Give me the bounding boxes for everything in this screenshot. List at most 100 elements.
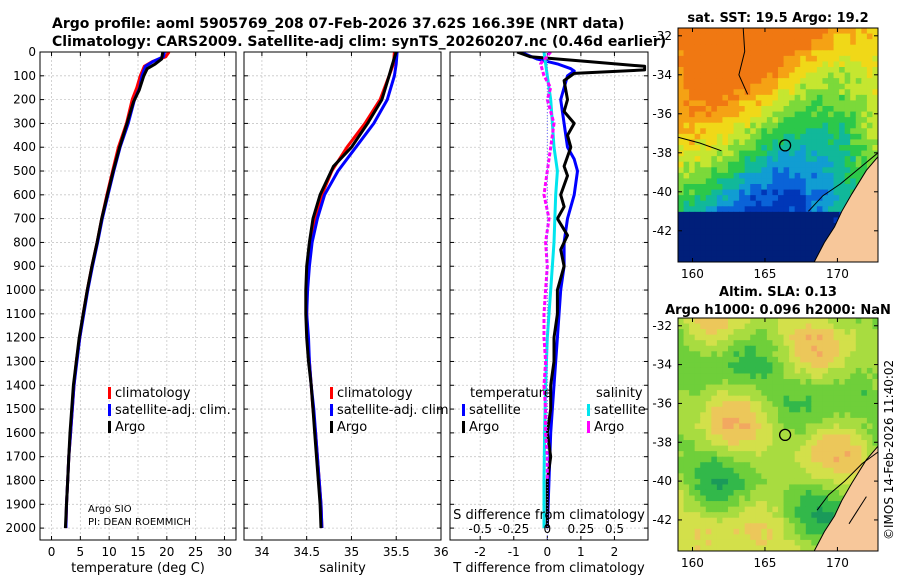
map-cell xyxy=(678,139,685,146)
map-cell xyxy=(761,228,768,235)
map-cell xyxy=(728,473,735,480)
map-cell xyxy=(811,150,818,157)
map-cell xyxy=(716,323,724,330)
map-cell xyxy=(678,89,685,96)
map-cell xyxy=(716,250,724,258)
map-cell xyxy=(811,189,818,196)
map-cell xyxy=(728,139,735,146)
map-cell xyxy=(722,390,729,397)
map-cell xyxy=(744,484,751,491)
map-cell xyxy=(772,506,779,513)
map-cell xyxy=(722,528,729,535)
map-cell xyxy=(750,523,757,530)
map-cell xyxy=(733,379,740,386)
map-cell xyxy=(778,473,785,480)
land-polygon xyxy=(813,155,878,262)
map-cell xyxy=(728,478,735,486)
map-cell xyxy=(800,373,807,380)
map-cell xyxy=(811,161,818,168)
map-cell xyxy=(822,478,829,486)
map-cell xyxy=(850,61,857,68)
legend-label: climatology xyxy=(115,386,191,401)
map-cell xyxy=(833,94,840,102)
map-cell xyxy=(789,228,796,235)
map-cell xyxy=(678,323,685,330)
map-cell xyxy=(778,167,785,174)
map-cell xyxy=(861,61,868,68)
map-cell xyxy=(761,323,768,330)
map-cell xyxy=(755,318,762,325)
map-cell xyxy=(839,172,846,180)
map-cell xyxy=(705,211,712,219)
map-cell xyxy=(711,395,718,402)
map-cell xyxy=(683,528,690,535)
map-cell xyxy=(855,456,862,463)
map-cell xyxy=(678,156,685,163)
map-cell xyxy=(694,512,701,519)
map-cell xyxy=(816,467,824,474)
map-cell xyxy=(844,189,851,196)
map-cell xyxy=(700,67,707,74)
map-cell xyxy=(822,133,829,141)
map-cell xyxy=(866,440,874,447)
map-cell xyxy=(800,506,807,513)
map-cell xyxy=(700,517,707,524)
map-cell xyxy=(822,217,829,224)
map-cell xyxy=(850,89,857,96)
map-cell xyxy=(678,28,685,35)
map-cell xyxy=(728,167,735,174)
map-cell xyxy=(766,517,774,524)
map-cell xyxy=(744,256,751,262)
map-cell xyxy=(711,100,718,107)
map-cell xyxy=(722,379,729,386)
map-cell xyxy=(828,94,835,102)
map-cell xyxy=(822,395,829,402)
map-cell xyxy=(722,423,729,430)
map-cell xyxy=(789,178,796,185)
map-cell xyxy=(794,67,801,74)
map-cell xyxy=(839,206,846,213)
map-cell xyxy=(694,156,701,163)
map-cell xyxy=(828,133,835,141)
map-cell xyxy=(783,250,790,258)
map-cell xyxy=(705,395,712,402)
map-cell xyxy=(855,329,862,336)
map-cell xyxy=(789,340,796,347)
map-cell xyxy=(711,456,718,463)
map-cell xyxy=(689,434,696,441)
map-cell xyxy=(844,401,851,408)
map-cell xyxy=(755,178,762,185)
map-cell xyxy=(816,117,824,124)
map-cell xyxy=(789,150,796,157)
map-cell xyxy=(828,139,835,146)
map-cell xyxy=(700,539,707,547)
map-cell xyxy=(728,329,735,336)
map-cell xyxy=(850,334,857,341)
map-cell xyxy=(816,178,824,185)
map-cell xyxy=(800,512,807,519)
map-cell xyxy=(705,61,712,68)
map-cell xyxy=(716,145,724,152)
map-lat-label: -42 xyxy=(652,224,672,238)
map-cell xyxy=(694,61,701,68)
map-cell xyxy=(783,412,790,419)
map-cell xyxy=(728,417,735,425)
map-cell xyxy=(766,440,774,447)
map-cell xyxy=(816,33,824,40)
map-cell xyxy=(700,55,707,63)
legend-swatch xyxy=(330,404,333,416)
map-cell xyxy=(700,467,707,474)
map-cell xyxy=(811,72,818,79)
map-cell xyxy=(839,489,846,497)
map-cell xyxy=(872,39,878,46)
map-cell xyxy=(716,161,724,168)
map-cell xyxy=(766,406,774,413)
map-cell xyxy=(811,200,818,207)
map-cell xyxy=(833,217,840,224)
map-cell xyxy=(855,117,862,124)
map-cell xyxy=(744,55,751,63)
map-cell xyxy=(761,150,768,157)
map-cell xyxy=(778,517,785,524)
map-cell xyxy=(728,161,735,168)
map-cell xyxy=(816,512,824,519)
